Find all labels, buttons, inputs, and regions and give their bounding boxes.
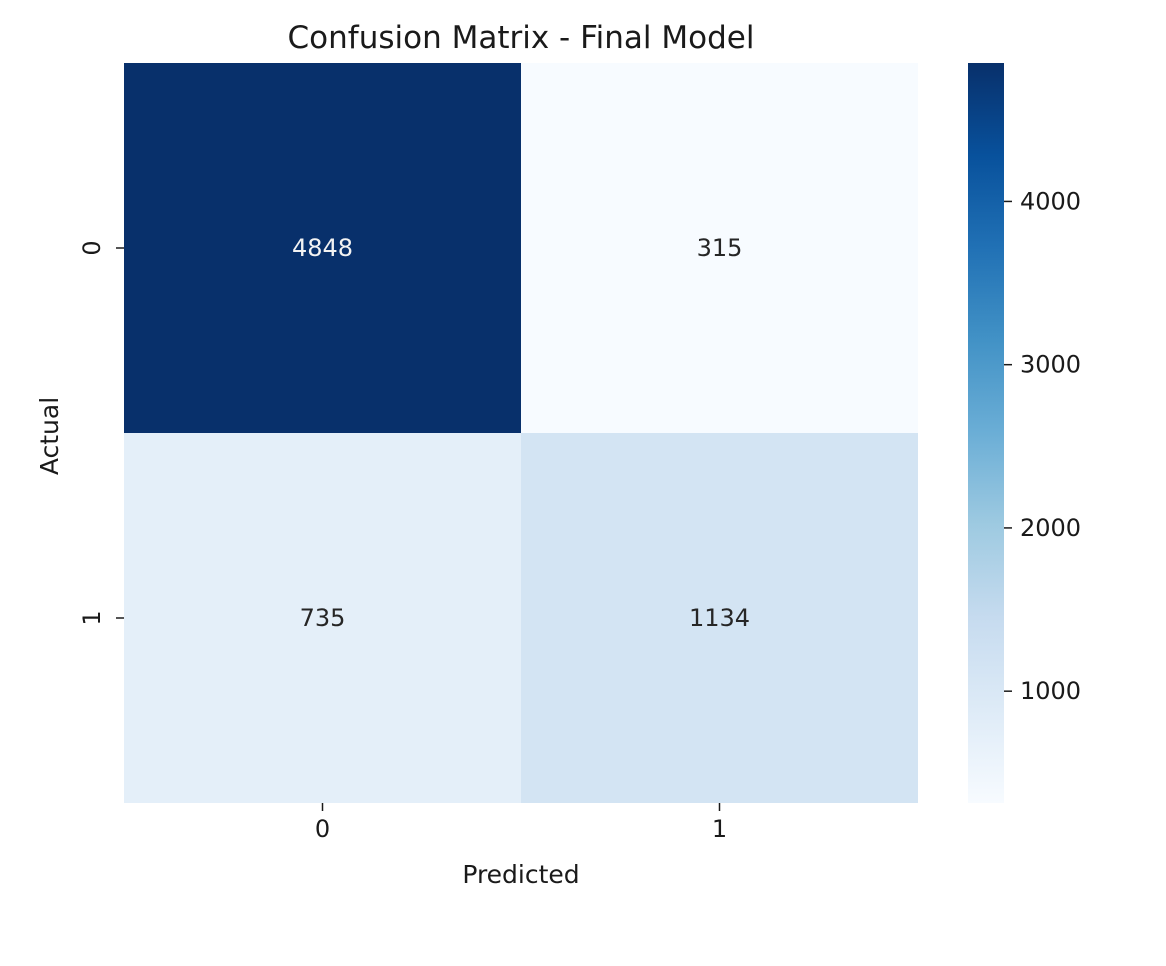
- colorbar-tick-label: 3000: [1020, 351, 1081, 379]
- heatmap-cell: [124, 433, 521, 803]
- chart-title: Confusion Matrix - Final Model: [288, 20, 755, 56]
- colorbar: [968, 63, 1004, 803]
- x-axis-label: Predicted: [462, 860, 579, 889]
- heatmap-cell: [521, 433, 918, 803]
- y-tick-label: 0: [78, 240, 106, 255]
- heatmap-cell: [521, 63, 918, 433]
- heatmap-cells: [124, 63, 918, 803]
- colorbar-tick-label: 1000: [1020, 677, 1081, 705]
- heatmap-cell: [124, 63, 521, 433]
- x-tick-label: 1: [712, 815, 727, 843]
- y-axis-ticks: 01: [78, 240, 124, 626]
- x-tick-label: 0: [315, 815, 330, 843]
- cell-value-label: 1134: [689, 604, 750, 632]
- colorbar-ticks: 1000 2000 3000 4000: [1004, 187, 1081, 705]
- y-axis-label: Actual: [35, 397, 64, 475]
- cell-value-label: 735: [300, 604, 346, 632]
- y-tick-label: 1: [78, 610, 106, 625]
- cell-value-label: 315: [697, 234, 743, 262]
- colorbar-tick-label: 2000: [1020, 514, 1081, 542]
- colorbar-tick-label: 4000: [1020, 187, 1081, 215]
- heatmap-cell-labels: 4848 315 735 1134: [292, 234, 750, 632]
- cell-value-label: 4848: [292, 234, 353, 262]
